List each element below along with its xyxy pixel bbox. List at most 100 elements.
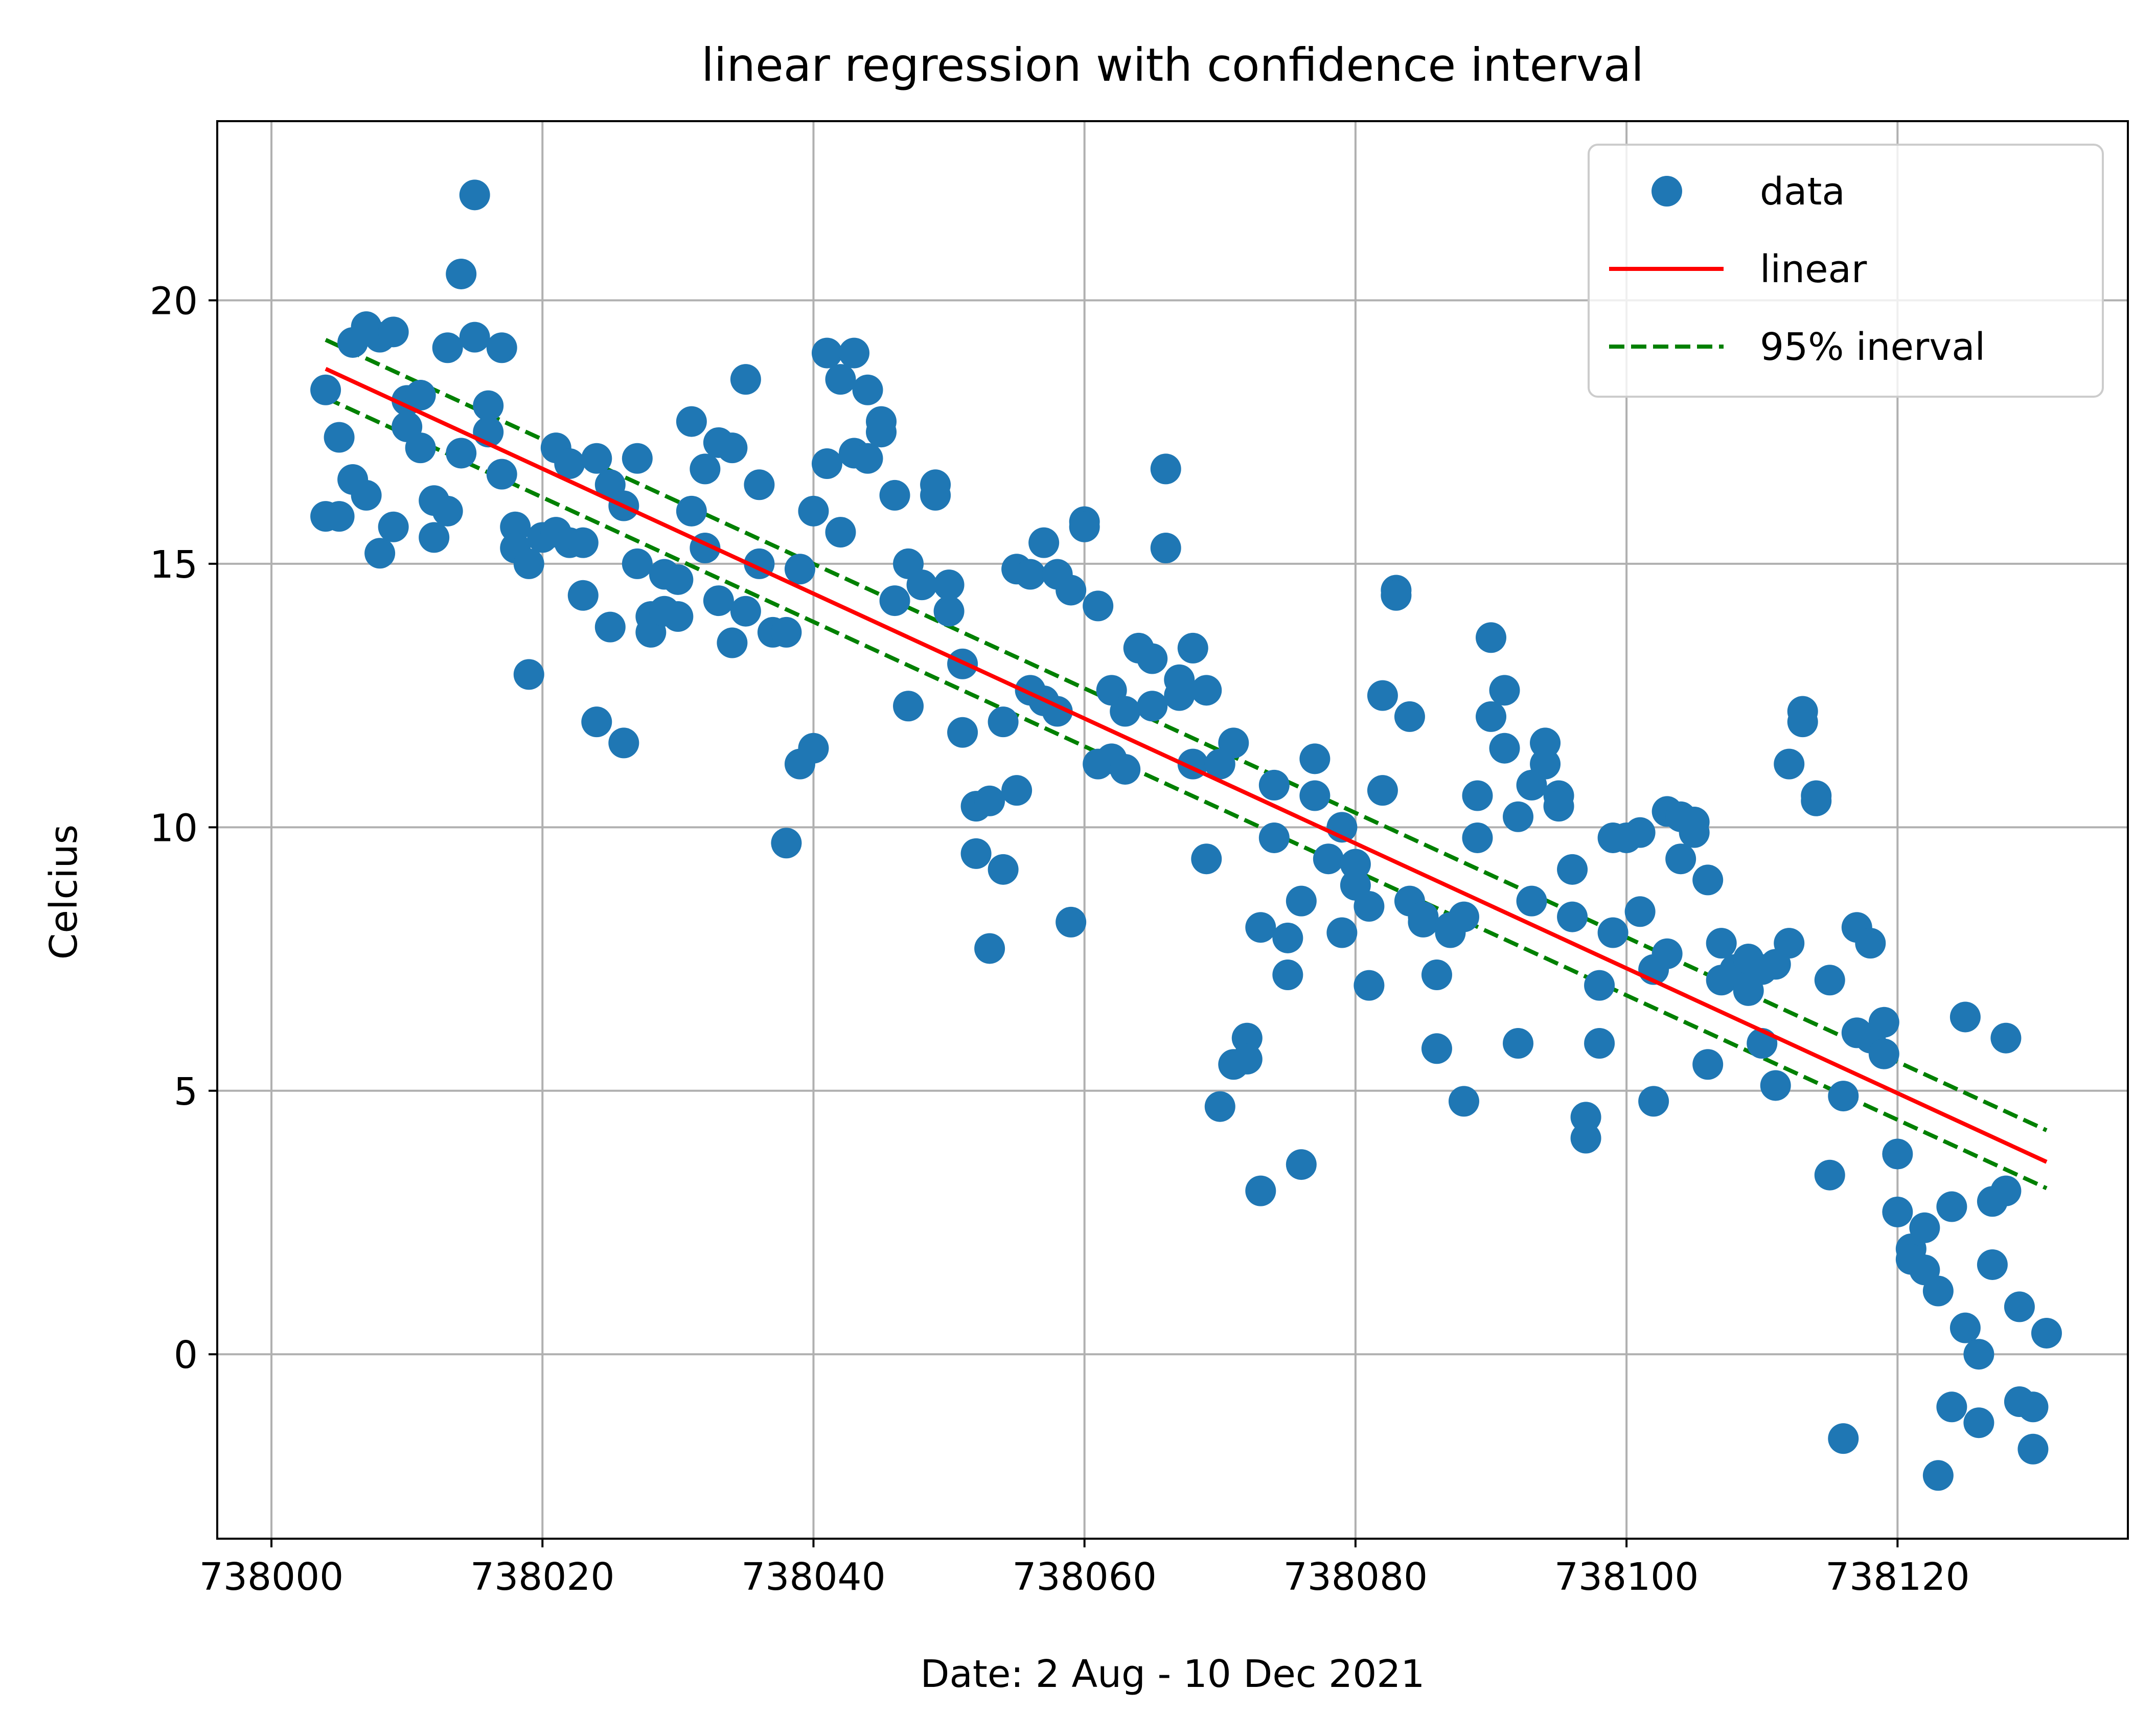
data-point	[798, 733, 829, 764]
data-point	[811, 448, 842, 479]
data-point	[1231, 1043, 1263, 1075]
data-point	[432, 332, 463, 363]
data-point	[1828, 1081, 1859, 1112]
data-point	[1245, 1175, 1276, 1206]
data-point	[920, 479, 951, 511]
data-point	[933, 596, 965, 627]
data-point	[825, 517, 856, 548]
interval-lower-line	[325, 396, 2048, 1191]
data-point	[581, 443, 612, 474]
data-point	[1354, 890, 1385, 922]
data-point	[1191, 675, 1222, 706]
data-point	[1597, 917, 1629, 948]
data-point	[1882, 1138, 1913, 1170]
data-point	[1367, 680, 1398, 711]
data-point	[1258, 769, 1290, 801]
data-point	[974, 933, 1005, 964]
data-point	[1340, 849, 1371, 880]
data-point	[1083, 590, 1114, 622]
data-point	[405, 380, 436, 411]
data-point	[1760, 1070, 1791, 1101]
data-point	[988, 854, 1019, 885]
data-point	[1421, 959, 1452, 990]
data-point	[811, 337, 842, 369]
data-point	[1543, 791, 1574, 822]
data-point	[1015, 559, 1046, 590]
data-point	[1963, 1339, 1994, 1370]
data-point	[446, 258, 477, 289]
data-point	[1476, 622, 1506, 653]
data-point	[1909, 1212, 1940, 1243]
regression-line	[325, 367, 2048, 1164]
x-tick-label: 738060	[1012, 1555, 1157, 1599]
data-point	[1557, 901, 1588, 932]
data-point	[1489, 733, 1520, 764]
data-point	[717, 627, 748, 658]
data-point	[1286, 1149, 1317, 1180]
y-tick-label: 20	[150, 279, 198, 323]
data-point	[1056, 575, 1087, 606]
data-point	[1110, 753, 1141, 785]
data-point	[1990, 1175, 2022, 1206]
data-point	[1868, 1038, 1899, 1069]
data-point	[554, 448, 585, 479]
data-point	[459, 179, 490, 211]
x-tick-label: 738020	[470, 1555, 615, 1599]
data-point	[1326, 917, 1358, 948]
data-point	[988, 706, 1019, 738]
data-point	[1936, 1391, 1967, 1423]
data-point	[676, 495, 707, 527]
data-point	[1258, 822, 1290, 853]
data-point	[1462, 822, 1493, 853]
data-point	[1774, 928, 1805, 959]
data-point	[1936, 1191, 1967, 1222]
data-point	[893, 691, 924, 722]
data-point	[771, 828, 802, 859]
data-point	[1584, 970, 1615, 1001]
data-point	[324, 422, 355, 453]
data-point	[1177, 632, 1208, 664]
data-point	[608, 727, 639, 759]
plot-frame	[216, 120, 2129, 1540]
data-point	[1814, 1159, 1845, 1191]
data-point	[1313, 843, 1344, 875]
y-tick-label: 5	[174, 1070, 198, 1114]
data-point	[1990, 1022, 2022, 1054]
data-point	[1354, 970, 1385, 1001]
data-point	[473, 390, 504, 421]
data-point	[446, 438, 477, 469]
data-point	[1448, 1086, 1479, 1117]
data-point	[1421, 1033, 1452, 1064]
legend-label-linear: linear	[1760, 247, 1867, 291]
data-point	[1949, 1001, 1981, 1033]
data-point	[486, 459, 517, 490]
data-point	[1530, 727, 1561, 759]
data-point	[1503, 1027, 1534, 1059]
data-point	[1204, 1091, 1235, 1122]
data-point	[771, 616, 802, 648]
data-point	[1584, 1027, 1615, 1059]
data-point	[378, 511, 409, 542]
data-point	[1963, 1407, 1994, 1438]
data-point	[1638, 1086, 1669, 1117]
regression-line-path	[325, 367, 2048, 1164]
data-point	[1028, 527, 1060, 558]
data-point	[1706, 928, 1737, 959]
data-point	[1394, 701, 1425, 732]
x-tick-label: 738000	[199, 1555, 344, 1599]
legend-box	[1588, 144, 2104, 398]
data-point	[351, 479, 382, 511]
data-point	[1069, 511, 1100, 542]
data-point	[1855, 928, 1886, 959]
data-point	[784, 554, 815, 585]
data-point	[1110, 696, 1141, 727]
data-point	[866, 417, 897, 448]
data-point	[500, 511, 531, 542]
data-point	[879, 479, 910, 511]
data-point	[974, 785, 1005, 816]
data-point	[378, 316, 409, 348]
data-point	[1652, 938, 1683, 969]
x-tick-label: 738080	[1283, 1555, 1428, 1599]
data-point	[1462, 780, 1493, 811]
legend-label-data: data	[1760, 170, 1845, 214]
